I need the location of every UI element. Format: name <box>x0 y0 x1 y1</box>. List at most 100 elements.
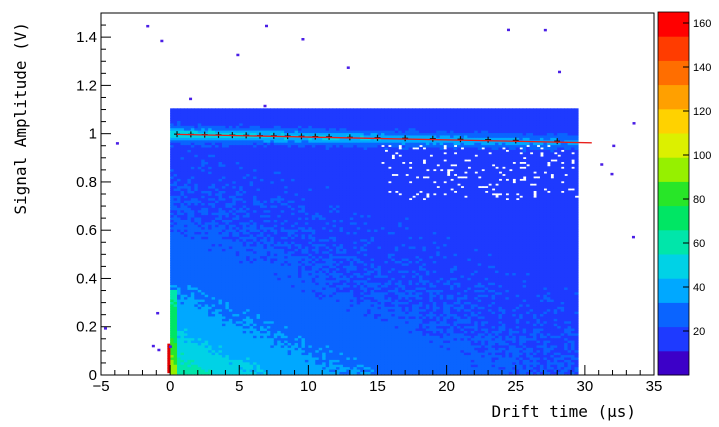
heatmap-cell <box>263 122 268 126</box>
heatmap-cell <box>228 294 233 298</box>
heatmap-cell <box>190 200 195 204</box>
heatmap-cell <box>215 204 220 208</box>
heatmap-cell <box>259 154 265 158</box>
heatmap-cell <box>277 279 282 283</box>
heatmap-cell <box>259 214 265 218</box>
heatmap-cell <box>201 330 206 334</box>
heatmap-cell <box>194 178 199 182</box>
heatmap-cell <box>256 195 261 199</box>
heatmap-cell <box>249 117 254 121</box>
heatmap-cell <box>180 272 185 276</box>
heatmap-cell <box>225 356 230 360</box>
heatmap-cell <box>263 291 268 295</box>
heatmap-cell <box>190 313 195 317</box>
heatmap-cell <box>259 294 265 298</box>
heatmap-cell <box>273 291 278 295</box>
heatmap-cell <box>211 144 216 148</box>
heatmap-cell <box>273 270 278 274</box>
heatmap-cell <box>280 192 285 196</box>
heatmap-cell <box>273 282 278 286</box>
heatmap-cell <box>232 359 237 363</box>
heatmap-cell <box>201 286 206 290</box>
heatmap-cell <box>211 306 216 310</box>
heatmap-cell <box>232 270 237 274</box>
heatmap-cell <box>287 127 292 131</box>
heatmap-cell <box>249 214 254 218</box>
heatmap-cell <box>259 178 265 182</box>
heatmap-cell <box>201 178 206 182</box>
heatmap-cell <box>221 226 227 230</box>
heatmap-cell <box>266 197 271 201</box>
heatmap-cell <box>218 250 223 254</box>
heatmap-cell <box>211 344 216 348</box>
heatmap-cell <box>204 356 209 360</box>
heatmap-cell <box>266 340 271 344</box>
heatmap-cell <box>266 173 271 177</box>
heatmap-cell <box>280 231 285 235</box>
heatmap-cell <box>273 161 278 165</box>
heatmap-cell <box>273 113 278 117</box>
heatmap-cell <box>211 347 216 351</box>
heatmap-cell <box>201 344 206 348</box>
heatmap-cell <box>304 204 309 208</box>
heatmap-cell <box>225 168 230 172</box>
heatmap-cell <box>239 236 244 240</box>
heatmap-cell <box>232 185 237 189</box>
heatmap-cell <box>204 233 209 237</box>
heatmap-cell <box>204 284 209 288</box>
heatmap-cell <box>253 344 258 348</box>
heatmap-cell <box>246 248 251 252</box>
heatmap-cell <box>301 185 306 189</box>
heatmap-cell <box>180 134 185 138</box>
heatmap-cell <box>280 180 285 184</box>
heatmap-cell <box>291 284 296 288</box>
heatmap-cell <box>304 313 309 317</box>
heatmap-cell <box>201 282 206 286</box>
heatmap-cell <box>211 359 216 363</box>
heatmap-cell <box>215 284 220 288</box>
heatmap-cell <box>270 214 275 218</box>
heatmap-cell <box>259 137 265 141</box>
heatmap-cell <box>270 183 275 187</box>
heatmap-cell <box>215 286 220 290</box>
heatmap-cell <box>232 127 237 131</box>
heatmap-cell <box>298 325 303 329</box>
heatmap-cell <box>280 207 285 211</box>
heatmap-cell <box>232 243 237 247</box>
heatmap-cell <box>287 327 292 331</box>
heatmap-cell <box>301 142 306 146</box>
heatmap-cell <box>280 117 285 121</box>
heatmap-cell <box>239 214 244 218</box>
heatmap-cell <box>215 337 220 341</box>
heatmap-cell <box>287 282 292 286</box>
heatmap-cell <box>225 134 230 138</box>
heatmap-cell <box>221 202 227 206</box>
heatmap-cell <box>208 361 213 365</box>
heatmap-cell <box>249 298 254 302</box>
heatmap-cell <box>256 180 261 184</box>
heatmap-cell <box>211 207 216 211</box>
heatmap-cell <box>228 250 233 254</box>
heatmap-cell <box>259 306 265 310</box>
heatmap-cell <box>170 243 175 247</box>
heatmap-cell <box>287 243 292 247</box>
heatmap-cell <box>211 294 216 298</box>
heatmap-cell <box>259 330 265 334</box>
heatmap-cell <box>194 209 199 213</box>
heatmap-cell <box>211 108 216 112</box>
heatmap-cell <box>270 241 275 245</box>
heatmap-cell <box>228 144 233 148</box>
heatmap-cell <box>235 286 240 290</box>
heatmap-cell <box>173 134 178 138</box>
heatmap-cell <box>304 156 309 160</box>
heatmap-cell <box>170 216 175 220</box>
heatmap-cell <box>280 130 285 134</box>
heatmap-cell <box>270 132 275 136</box>
heatmap-cell <box>204 255 209 259</box>
heatmap-cell <box>215 115 220 119</box>
heatmap-cell <box>287 122 292 126</box>
heatmap-cell <box>277 183 282 187</box>
heatmap-cell <box>221 127 227 131</box>
heatmap-cell <box>180 171 185 175</box>
heatmap-cell <box>242 137 247 141</box>
